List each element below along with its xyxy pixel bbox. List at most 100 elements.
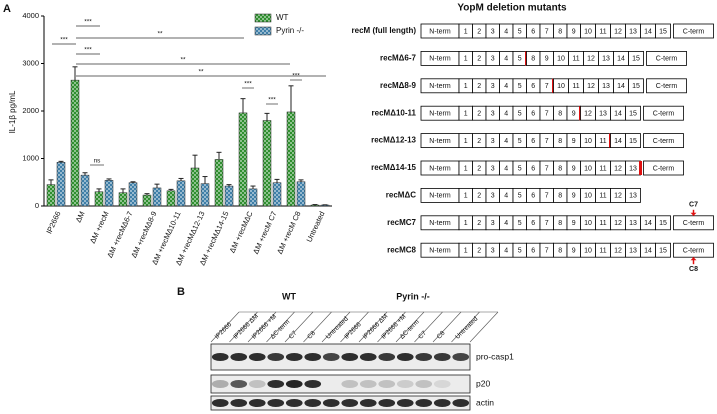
segment-label: 3 xyxy=(491,28,495,35)
segment-label: 2 xyxy=(477,28,481,35)
segment-label: 4 xyxy=(504,28,508,35)
blot-band xyxy=(341,380,359,388)
blot-band xyxy=(267,380,285,388)
segment-label: 5 xyxy=(518,165,522,172)
blot-band xyxy=(267,353,285,361)
x-tick-label: ΔM xyxy=(74,210,87,224)
bar xyxy=(224,185,234,207)
segment-label: 1 xyxy=(464,248,468,255)
segment-label: 11 xyxy=(599,165,606,172)
lane-label: C8 xyxy=(436,330,447,341)
blot-band xyxy=(211,353,229,361)
segment-label: 8 xyxy=(558,248,562,255)
marker-arrowhead xyxy=(690,257,697,261)
segment-label: 5 xyxy=(518,56,522,63)
segment-label: 8 xyxy=(558,220,562,227)
error-bar xyxy=(274,178,280,183)
significance-label: ** xyxy=(180,57,186,64)
segment-label: C-term xyxy=(683,248,705,255)
blot-band xyxy=(248,380,266,388)
segment-label: 1 xyxy=(464,165,468,172)
row-label: recMC8 xyxy=(387,245,416,254)
significance-label: *** xyxy=(84,19,92,26)
segment-label: 11 xyxy=(599,220,606,227)
segment-label: 10 xyxy=(584,165,592,172)
segment-label: 13 xyxy=(629,165,637,172)
segment-box xyxy=(646,78,687,94)
segment-label: C-term xyxy=(656,83,678,90)
segment-label: 15 xyxy=(632,56,640,63)
segment-label: 14 xyxy=(644,28,652,35)
segment-label: 13 xyxy=(602,83,610,90)
segment-label: 7 xyxy=(545,83,549,90)
blot-band xyxy=(415,353,433,361)
error-bar xyxy=(72,66,78,81)
segment-label: 6 xyxy=(531,138,535,145)
deletion-mark xyxy=(639,161,642,175)
blot-band xyxy=(322,353,340,361)
y-tick-label: 0 xyxy=(35,201,39,210)
significance-label: *** xyxy=(292,73,300,80)
segment-label: 3 xyxy=(491,56,495,63)
blot-band xyxy=(211,399,229,407)
segment-box xyxy=(646,51,687,66)
lane-label: C7 xyxy=(417,330,428,341)
bar xyxy=(272,182,282,207)
segment-label: N-term xyxy=(429,111,451,118)
segment-label: 13 xyxy=(629,193,637,200)
error-bar xyxy=(250,185,256,189)
segment-label: 11 xyxy=(599,248,606,255)
segment-box xyxy=(643,160,684,176)
significance-label: *** xyxy=(244,81,252,88)
segment-label: 2 xyxy=(477,193,481,200)
segment-label: 9 xyxy=(572,193,576,200)
segment-label: 8 xyxy=(558,193,562,200)
segment-label: 11 xyxy=(572,56,579,63)
panel-label: B xyxy=(177,286,185,298)
blot-band xyxy=(304,380,322,388)
segment-label: 9 xyxy=(572,220,576,227)
segment-label: 15 xyxy=(629,138,637,145)
blot-band xyxy=(248,353,266,361)
segment-label: 13 xyxy=(602,56,610,63)
segment-box xyxy=(643,105,684,121)
bar xyxy=(128,182,138,207)
y-tick-label: 4000 xyxy=(22,11,39,20)
blot-band xyxy=(285,380,303,388)
segment-label: 6 xyxy=(531,28,535,35)
segment-box xyxy=(628,51,644,66)
segment-box xyxy=(643,133,684,149)
lane-divider xyxy=(414,311,443,343)
bar xyxy=(214,159,224,207)
row-label: recMΔ14-15 xyxy=(371,163,416,172)
segment-label: 15 xyxy=(659,248,667,255)
x-tick-label: ΔM +recM C7 xyxy=(251,210,279,256)
segment-label: 12 xyxy=(614,28,622,35)
segment-label: 5 xyxy=(518,193,522,200)
segment-label: N-term xyxy=(429,83,451,90)
blot-band xyxy=(433,380,451,388)
segment-label: C-term xyxy=(653,165,675,172)
segment-label: C-term xyxy=(653,138,675,145)
segment-label: 9 xyxy=(572,28,576,35)
segment-label: N-term xyxy=(429,248,451,255)
significance-label: *** xyxy=(268,97,276,104)
error-bar xyxy=(202,176,208,184)
segment-label: 3 xyxy=(491,83,495,90)
segment-label: 11 xyxy=(599,138,606,145)
segment-label: 10 xyxy=(584,138,592,145)
segment-label: 5 xyxy=(518,111,522,118)
group-label: WT xyxy=(282,291,296,301)
error-bar xyxy=(168,188,174,191)
lane-divider xyxy=(210,311,240,343)
segment-label: 15 xyxy=(659,220,667,227)
blot-band xyxy=(230,399,248,407)
segment-label: C-term xyxy=(653,111,675,118)
segment-label: 6 xyxy=(531,83,535,90)
segment-label: 2 xyxy=(477,83,481,90)
segment-box xyxy=(625,187,641,203)
segment-label: 15 xyxy=(629,111,637,118)
error-bar xyxy=(264,112,270,121)
legend-swatch xyxy=(254,13,272,23)
